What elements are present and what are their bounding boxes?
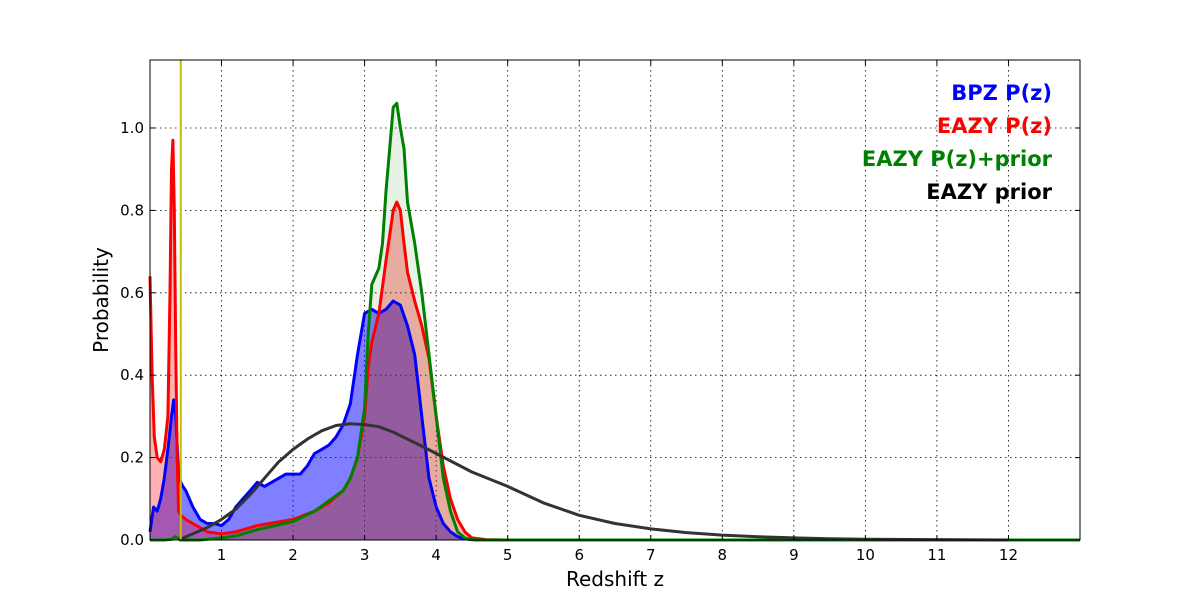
x-tick-label: 8 [718, 546, 728, 564]
x-tick-label: 5 [503, 546, 513, 564]
axis-ticks: 1 2 3 4 5 6 7 8 9 10 11 120.00.20.40.60.81.0 [120, 60, 1080, 564]
x-tick-label: 3 [360, 546, 370, 564]
eazy-p-z-prior-fill-area [150, 103, 1080, 541]
y-tick-label: 0.8 [120, 201, 144, 219]
legend-entry-eazy-p-z-prior: EAZY P(z)+prior [862, 147, 1053, 171]
x-tick-label: 2 [288, 546, 298, 564]
y-tick-label: 0.4 [120, 366, 144, 384]
x-tick-label: 9 [789, 546, 799, 564]
eazy-prior-line [178, 422, 1009, 542]
x-tick-label: 1 [217, 546, 227, 564]
x-tick-label: 11 [927, 546, 946, 564]
legend: BPZ P(z) EAZY P(z) EAZY P(z)+prior EAZY pri… [862, 81, 1053, 204]
y-tick-label: 0.0 [120, 531, 144, 549]
legend-entry-eazy-p-z: EAZY P(z) [937, 114, 1052, 138]
eazy-p-z-fill-area [150, 140, 1080, 541]
x-tick-label: 7 [646, 546, 656, 564]
series-fills [150, 103, 1080, 541]
x-tick-label: 6 [574, 546, 584, 564]
x-tick-label: 12 [999, 546, 1018, 564]
bpz-p-z-fill-area [150, 301, 1080, 540]
y-axis-label: Probability [89, 247, 113, 353]
y-tick-label: 1.0 [120, 119, 144, 137]
plot-frame [149, 59, 1081, 541]
x-tick-label: 4 [431, 546, 441, 564]
x-axis-label: Redshift z [566, 567, 664, 591]
y-tick-label: 0.2 [120, 449, 144, 467]
y-tick-label: 0.6 [120, 284, 144, 302]
x-tick-label: 10 [856, 546, 875, 564]
legend-entry-eazy-prior: EAZY prior [926, 180, 1052, 204]
legend-entry-bpz-p-z: BPZ P(z) [951, 81, 1052, 105]
